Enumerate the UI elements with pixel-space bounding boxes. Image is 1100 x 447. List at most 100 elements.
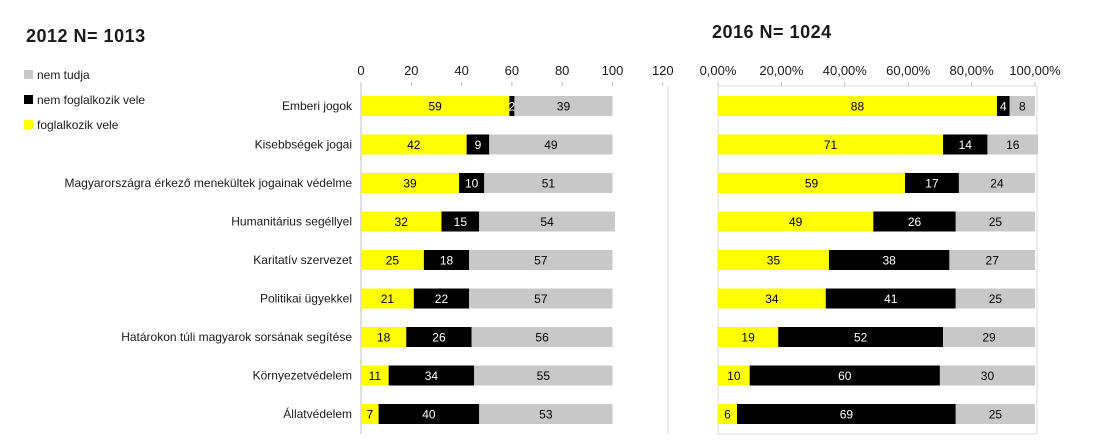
data-label-2012: 39 <box>403 177 417 191</box>
tick-label-2012: 120 <box>652 63 674 78</box>
data-label-2012: 26 <box>432 331 446 345</box>
data-label-2016: 29 <box>982 331 996 345</box>
data-label-2012: 11 <box>369 369 382 383</box>
bar-segment-2016 <box>718 365 750 386</box>
bar-segment-2012 <box>423 250 470 270</box>
data-label-2016: 10 <box>727 369 741 383</box>
tick-label-2012: 80 <box>555 63 569 78</box>
bar-segment-2016 <box>939 365 1035 386</box>
data-label-2012: 18 <box>377 331 391 345</box>
bar-segment-2012 <box>361 211 442 232</box>
bar-segment-2016 <box>943 327 1035 347</box>
bar-segment-2012 <box>484 173 613 193</box>
data-label-2016: 52 <box>854 331 868 345</box>
data-label-2016: 41 <box>884 292 898 306</box>
bar-segment-2012 <box>361 134 467 155</box>
data-label-2012: 55 <box>537 369 551 383</box>
data-label-2012: 54 <box>540 215 554 229</box>
category-label: Emberi jogok <box>282 99 353 113</box>
bar-segment-2016 <box>958 173 1035 193</box>
bar-segment-2016 <box>718 288 826 309</box>
bar-segment-2012 <box>466 134 490 155</box>
tick-label-2012: 60 <box>505 63 519 78</box>
data-label-2016: 60 <box>838 369 852 383</box>
category-label: Humanitárius segéllyel <box>231 215 352 229</box>
chart-title-2012: 2012 N= 1013 <box>26 26 146 46</box>
data-label-2016: 34 <box>765 292 779 306</box>
legend-label-foglalkozik: foglalkozik vele <box>37 117 119 132</box>
bar-segment-2016 <box>1009 96 1035 116</box>
bar-segment-2016 <box>718 327 779 347</box>
data-label-2012: 53 <box>539 408 553 422</box>
data-label-2016: 25 <box>989 408 1003 422</box>
legend-item-nem-tudja: nem tudja <box>24 62 145 87</box>
data-label-2016: 71 <box>824 138 838 152</box>
data-label-2012: 39 <box>557 100 571 114</box>
bar-segment-2012 <box>479 404 613 424</box>
legend-swatch-nem-tudja <box>24 70 33 79</box>
data-label-2016: 8 <box>1019 100 1026 114</box>
data-label-2016: 25 <box>989 215 1003 229</box>
tick-label-2016: 100,00% <box>1009 63 1061 78</box>
data-label-2016: 14 <box>959 138 973 152</box>
data-label-2012: 7 <box>366 408 373 422</box>
bar-segment-2012 <box>471 327 613 347</box>
data-label-2012: 2 <box>509 100 516 114</box>
bar-segment-2016 <box>955 211 1035 232</box>
data-label-2016: 38 <box>883 254 897 268</box>
data-label-2012: 18 <box>440 254 454 268</box>
bar-segment-2016 <box>825 288 956 309</box>
bar-segment-2012 <box>479 211 616 232</box>
data-label-2012: 21 <box>381 292 395 306</box>
data-label-2016: 35 <box>767 254 781 268</box>
data-label-2016: 88 <box>851 100 865 114</box>
tick-label-2012: 40 <box>454 63 468 78</box>
data-label-2016: 49 <box>789 215 803 229</box>
bar-segment-2016 <box>718 96 997 116</box>
category-label: Politikai ügyekkel <box>260 292 352 306</box>
bar-segment-2016 <box>905 173 959 193</box>
bar-segment-2016 <box>996 96 1010 116</box>
bar-segment-2012 <box>361 173 460 193</box>
data-label-2016: 30 <box>981 369 995 383</box>
data-label-2012: 51 <box>542 177 556 191</box>
bar-segment-2016 <box>749 365 940 386</box>
legend-swatch-nem-foglalkozik <box>24 95 33 104</box>
bar-segment-2012 <box>514 96 613 116</box>
bar-segment-2012 <box>441 211 480 232</box>
bar-segment-2012 <box>406 327 472 347</box>
bar-segment-2012 <box>378 404 480 424</box>
category-label: Határokon túli magyarok sorsának segítés… <box>121 330 352 344</box>
bar-segment-2016 <box>718 404 738 424</box>
bar-segment-2012 <box>413 288 470 309</box>
data-label-2012: 57 <box>534 254 548 268</box>
data-label-2016: 27 <box>986 254 1000 268</box>
bar-segment-2012 <box>388 365 475 386</box>
tick-label-2016: 80,00% <box>950 63 995 78</box>
data-label-2012: 57 <box>534 292 548 306</box>
tick-label-2016: 60,00% <box>886 63 931 78</box>
bar-segment-2012 <box>474 365 613 386</box>
data-label-2016: 25 <box>989 292 1003 306</box>
data-label-2016: 17 <box>925 177 939 191</box>
data-label-2012: 40 <box>422 408 436 422</box>
bar-segment-2012 <box>361 288 414 309</box>
bar-segment-2016 <box>955 404 1035 424</box>
data-label-2012: 49 <box>544 138 558 152</box>
data-label-2012: 32 <box>395 215 409 229</box>
data-label-2012: 34 <box>425 369 439 383</box>
legend: nem tudja nem foglalkozik vele foglalkoz… <box>24 62 145 137</box>
bar-segment-2012 <box>361 96 510 116</box>
bar-segment-2016 <box>943 134 988 155</box>
bar-segment-2012 <box>489 134 613 155</box>
tick-label-2012: 0 <box>357 63 364 78</box>
legend-label-nem-foglalkozik: nem foglalkozik vele <box>37 92 146 107</box>
legend-item-nem-foglalkozik: nem foglalkozik vele <box>24 87 145 112</box>
bar-segment-2012 <box>469 250 613 270</box>
bar-segment-2016 <box>778 327 944 347</box>
data-label-2016: 24 <box>990 177 1004 191</box>
tick-label-2016: 0,00% <box>700 63 737 78</box>
bar-segment-2016 <box>987 134 1039 155</box>
bar-segment-2016 <box>737 404 956 424</box>
